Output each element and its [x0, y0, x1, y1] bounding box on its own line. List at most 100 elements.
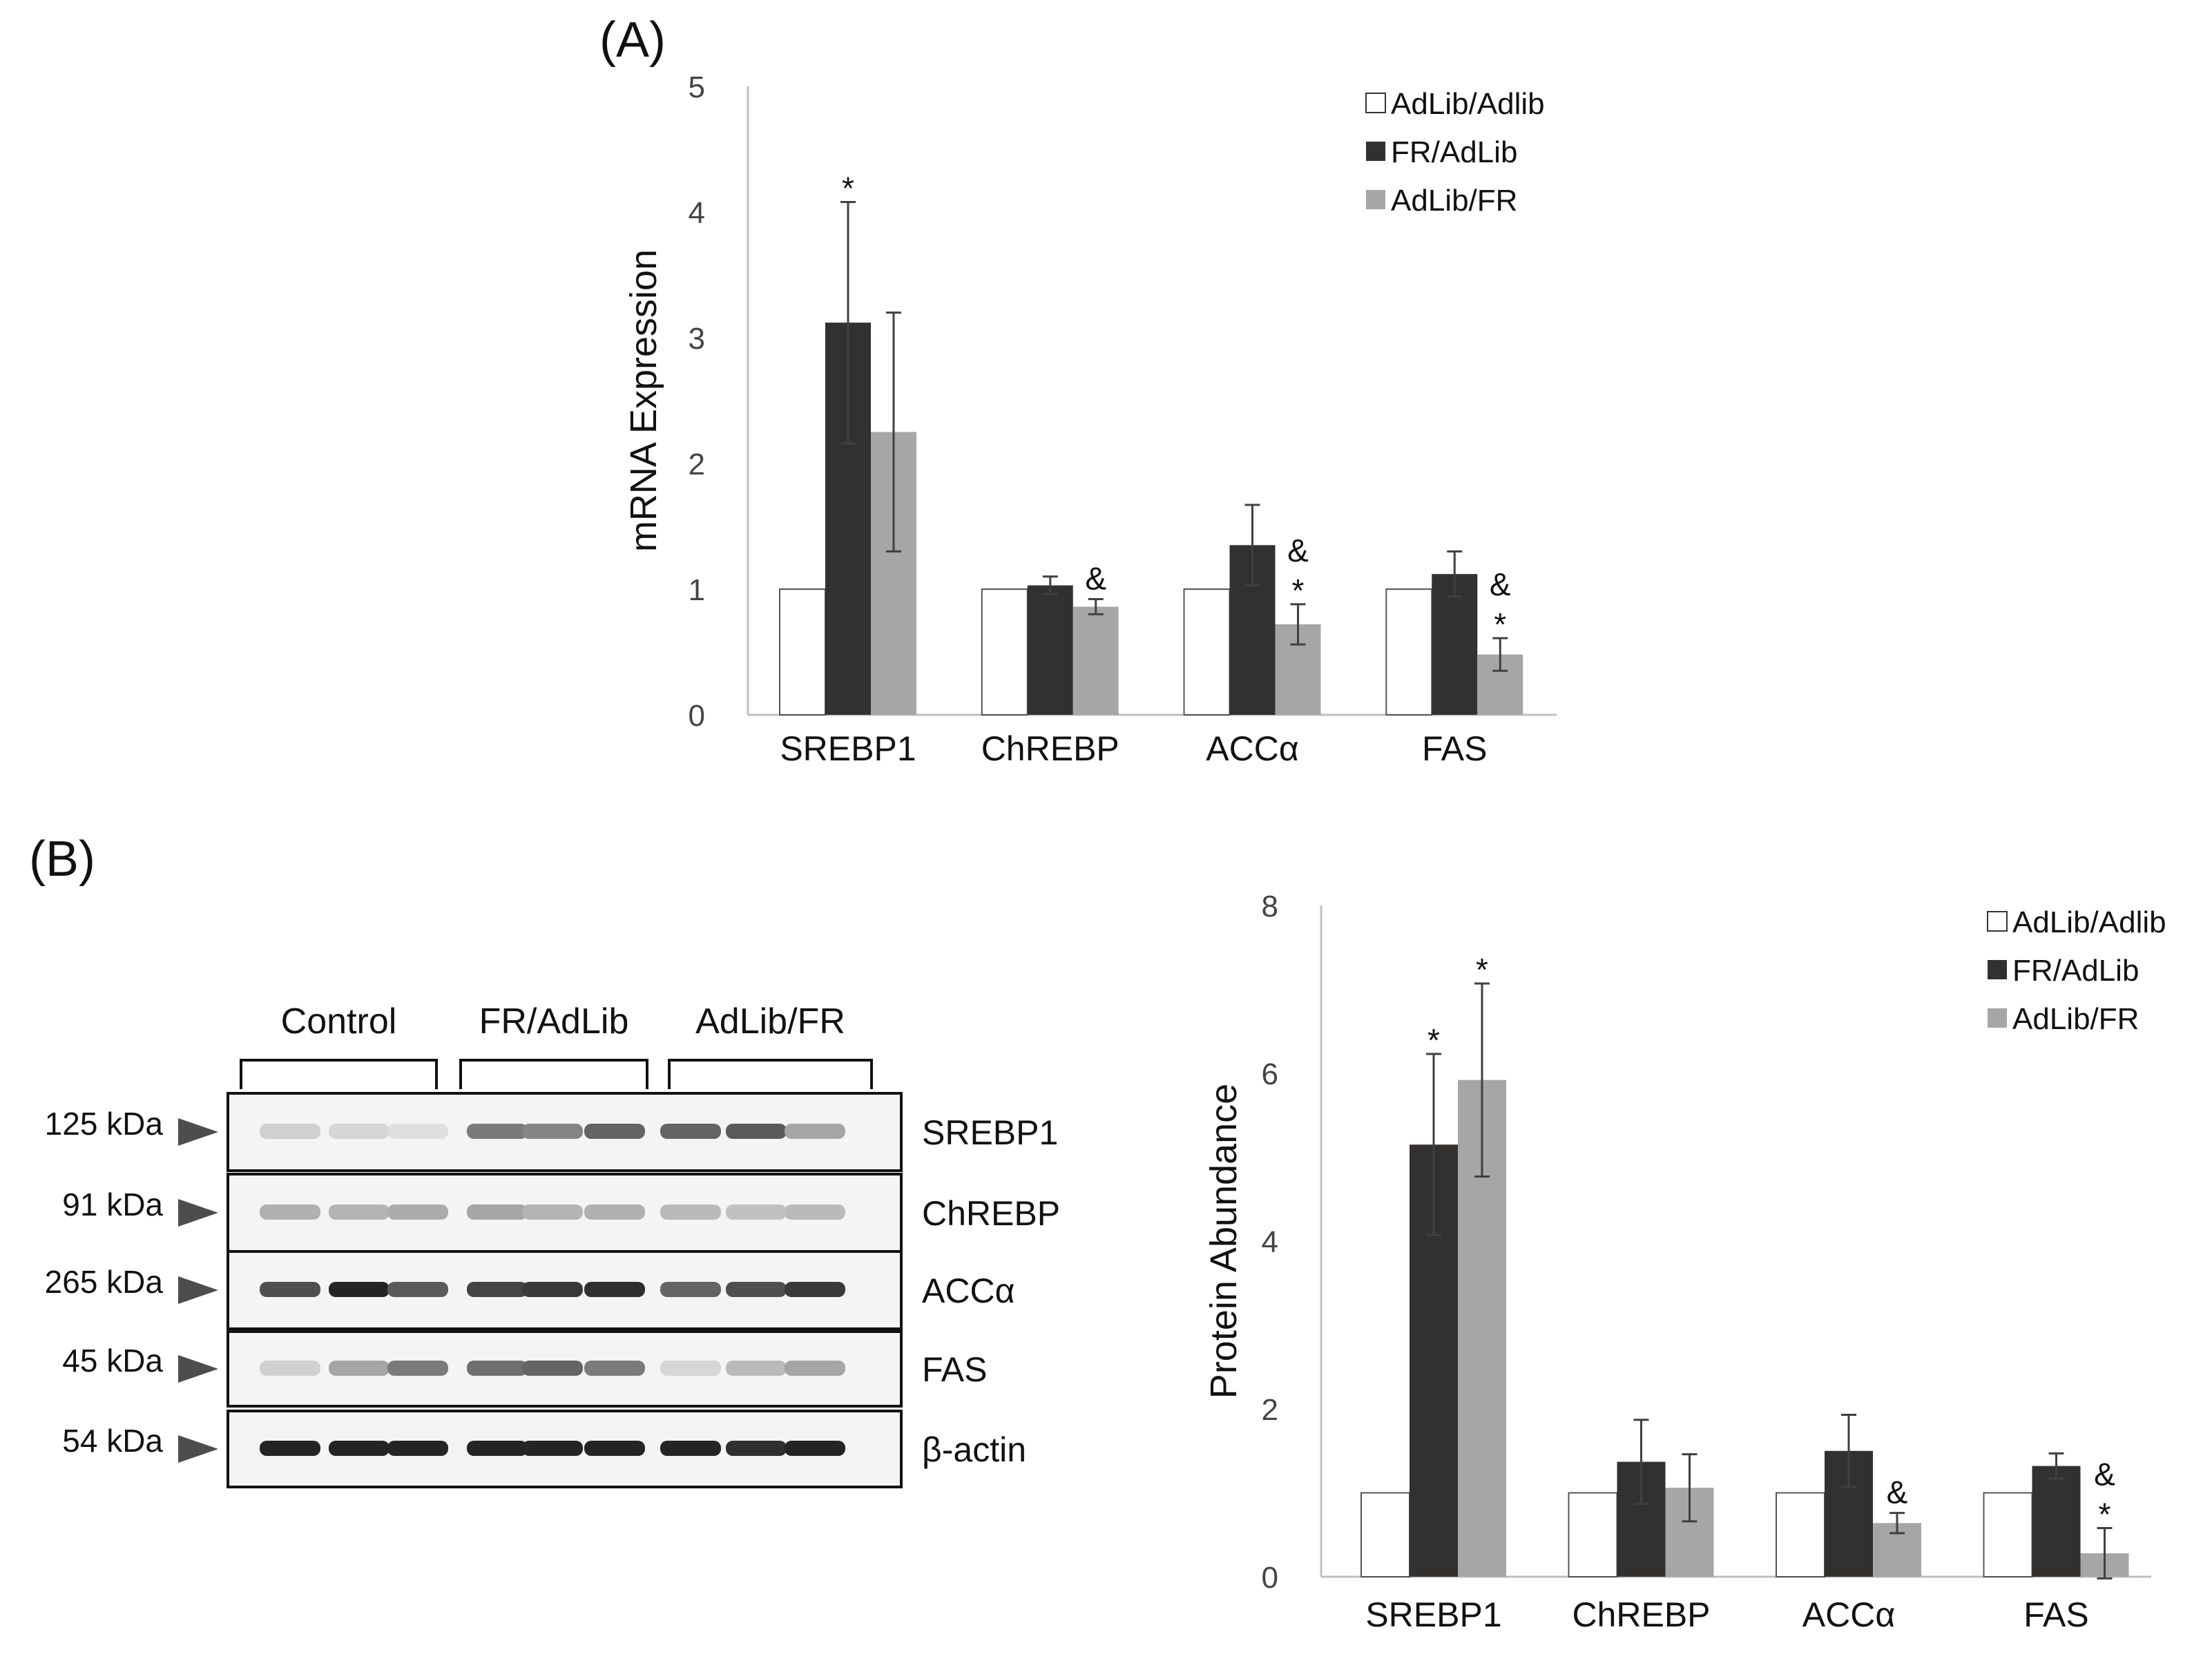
arrowhead-icon	[178, 1199, 218, 1227]
lane-group-bracket	[668, 1059, 873, 1089]
blot-band	[584, 1124, 645, 1139]
arrowhead-icon	[178, 1355, 218, 1383]
blot-band	[726, 1361, 787, 1376]
blot-band	[522, 1282, 583, 1297]
category-label: ACCα	[1206, 729, 1298, 768]
blot-band	[387, 1282, 448, 1297]
significance-asterisk: *	[1427, 1022, 1440, 1058]
category-label: ACCα	[1802, 1595, 1895, 1634]
blot-band	[584, 1204, 645, 1220]
y-tick-label: 5	[689, 70, 705, 104]
blot-band	[467, 1361, 528, 1376]
mrna-expression-chart: 0 1 2 3 4 5 mRNA Expression * SREBP1 & ChREBP & * ACC…	[623, 70, 1557, 768]
category-label: ChREBP	[1572, 1595, 1710, 1634]
blot-protein-label: FAS	[922, 1350, 987, 1389]
legend-swatch	[1366, 190, 1385, 209]
blot-band	[584, 1282, 645, 1297]
blot-band	[387, 1361, 448, 1376]
bar-fr-adlib-fas	[2032, 1466, 2081, 1577]
legend-swatch	[1988, 1008, 2007, 1028]
category-label: FAS	[2023, 1595, 2088, 1634]
blot-band	[660, 1361, 721, 1376]
y-tick-label: 4	[1262, 1225, 1278, 1259]
significance-asterisk: *	[842, 170, 854, 206]
blot-band	[660, 1124, 721, 1139]
blot-band	[785, 1361, 845, 1376]
blot-band	[785, 1282, 845, 1297]
western-blot: Control FR/AdLib AdLib/FR SREBP1 125 kDa ChRE…	[45, 1001, 1060, 1488]
significance-asterisk: *	[1292, 573, 1305, 608]
lane-group-bracket	[459, 1059, 648, 1089]
blot-band	[329, 1282, 389, 1297]
significance-asterisk: *	[2099, 1497, 2111, 1533]
legend-swatch	[1366, 142, 1385, 161]
blot-band	[467, 1204, 528, 1220]
bar-adlib-fr-chrebp	[1073, 606, 1119, 715]
blot-band	[660, 1282, 721, 1297]
blot-band	[785, 1204, 845, 1220]
category-label: ChREBP	[981, 729, 1119, 768]
y-axis-title: Protein Abundance	[1203, 1084, 1244, 1399]
blot-band	[387, 1124, 448, 1139]
significance-asterisk: *	[1476, 952, 1488, 988]
blot-band	[726, 1282, 787, 1297]
blot-band	[260, 1282, 320, 1297]
significance-ampersand: &	[2094, 1457, 2115, 1493]
blot-band	[329, 1204, 389, 1220]
bar-adlib-adlib-srebp1	[779, 588, 826, 716]
y-tick-label: 8	[1262, 890, 1278, 923]
blot-protein-label: β-actin	[922, 1430, 1026, 1469]
blot-band	[726, 1204, 787, 1220]
bar-adlib-adlib-fas	[1983, 1492, 2033, 1577]
arrowhead-icon	[178, 1435, 218, 1463]
blot-band	[522, 1361, 583, 1376]
legend-label: AdLib/Adlib	[1391, 87, 1545, 121]
blot-protein-label: ChREBP	[922, 1194, 1060, 1233]
molecular-weight-label: 91 kDa	[62, 1187, 163, 1222]
blot-band	[522, 1124, 583, 1139]
bar-adlib-adlib-chrebp	[1568, 1492, 1618, 1577]
bar-adlib-adlib-srebp1	[1360, 1492, 1410, 1577]
blot-band	[785, 1441, 845, 1456]
blot-band	[522, 1204, 583, 1220]
legend-swatch	[1987, 911, 2008, 932]
lane-group-label: Control	[281, 1001, 397, 1042]
bar-adlib-adlib-chrebp	[981, 588, 1028, 716]
significance-ampersand: &	[1490, 566, 1511, 602]
molecular-weight-label: 265 kDa	[45, 1264, 164, 1300]
lane-group-label: AdLib/FR	[695, 1001, 845, 1042]
legend-swatch	[1988, 960, 2007, 979]
y-tick-label: 4	[689, 196, 705, 230]
blot-band	[260, 1441, 320, 1456]
blot-band	[522, 1441, 583, 1456]
blot-band	[467, 1441, 528, 1456]
bar-adlib-adlib-acc	[1776, 1492, 1825, 1577]
bar-fr-adlib-chrebp	[1027, 585, 1073, 715]
y-tick-label: 0	[689, 699, 705, 733]
y-tick-label: 3	[689, 322, 705, 356]
protein-abundance-chart: 0 2 4 6 8 Protein Abundance * * SREBP1 ChREBP & ACC…	[1203, 890, 2166, 1634]
significance-asterisk: *	[1494, 606, 1506, 642]
legend-label: AdLib/FR	[1391, 184, 1517, 218]
y-tick-label: 2	[689, 448, 705, 481]
legend-label: FR/AdLib	[1391, 135, 1517, 169]
legend-label: AdLib/Adlib	[2012, 905, 2166, 939]
molecular-weight-label: 54 kDa	[62, 1423, 163, 1459]
blot-band	[785, 1124, 845, 1139]
category-label: SREBP1	[1365, 1595, 1501, 1634]
lane-group-label: FR/AdLib	[479, 1001, 629, 1042]
y-axis-title: mRNA Expression	[623, 249, 664, 552]
legend-label: AdLib/FR	[2012, 1002, 2139, 1036]
blot-band	[660, 1204, 721, 1220]
y-tick-label: 1	[689, 573, 705, 607]
blot-band	[260, 1361, 320, 1376]
blot-band	[467, 1124, 528, 1139]
blot-protein-label: ACCα	[922, 1271, 1014, 1310]
blot-band	[260, 1204, 320, 1220]
panel-b-label: (B)	[29, 832, 95, 887]
lane-group-bracket	[240, 1059, 438, 1089]
legend-swatch	[1365, 93, 1386, 113]
molecular-weight-label: 45 kDa	[62, 1343, 163, 1379]
legend-label: FR/AdLib	[2012, 954, 2139, 988]
